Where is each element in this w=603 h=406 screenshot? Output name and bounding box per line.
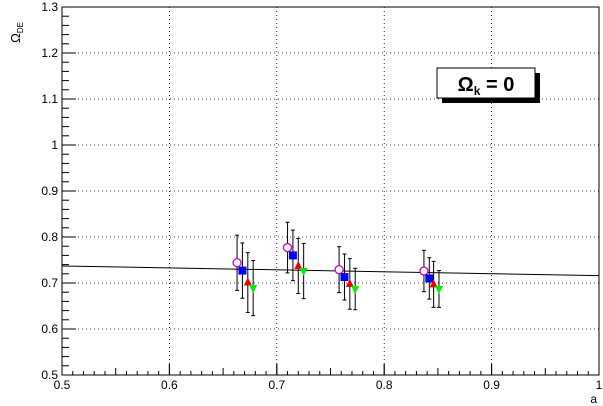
y-axis-label-symbol: Ω	[8, 33, 23, 43]
x-axis-label: a	[590, 392, 597, 406]
point-square	[425, 274, 434, 283]
point-triangle-up	[294, 260, 303, 269]
tick-labels: 0.5 0.6 0.7 0.8 0.9 1 0.5 0.6 0.7 0.8 0.9 1 1.1 1.2 1.…	[41, 0, 602, 392]
y-axis-label-subscript: DE	[16, 22, 25, 33]
point-triangle-down	[434, 285, 443, 294]
fit-line-group	[61, 265, 600, 277]
legend-label: Ωk = 0	[458, 74, 515, 98]
legend-value: = 0	[480, 74, 514, 96]
data-points	[232, 221, 443, 317]
y-tick-label: 0.6	[41, 322, 58, 336]
x-tick-label: 0.5	[54, 378, 71, 392]
x-tick-label: 1	[596, 378, 603, 392]
y-tick-label: 0.9	[41, 184, 58, 198]
point-open-circle	[334, 265, 344, 275]
x-tick-label: 0.9	[483, 378, 500, 392]
axis-ticks	[61, 6, 600, 376]
x-tick-label: 0.6	[161, 378, 178, 392]
point-square	[238, 266, 247, 275]
point-triangle-down	[249, 285, 258, 294]
fit-line	[61, 265, 600, 277]
point-open-circle	[419, 266, 429, 276]
point-open-circle	[232, 258, 242, 268]
y-tick-label: 1.2	[41, 46, 58, 60]
point-square	[340, 273, 349, 282]
y-tick-label: 0.7	[41, 276, 58, 290]
x-tick-label: 0.8	[376, 378, 393, 392]
point-square	[288, 251, 297, 260]
y-tick-label: 1.3	[41, 0, 58, 14]
point-triangle-up	[345, 278, 354, 287]
legend-box: Ωk = 0	[436, 67, 540, 103]
point-triangle-up	[243, 277, 252, 286]
y-tick-label: 1	[51, 138, 58, 152]
y-tick-label: 0.5	[41, 368, 58, 382]
point-triangle-down	[299, 268, 308, 277]
y-tick-label: 0.8	[41, 230, 58, 244]
grid-lines	[62, 7, 599, 375]
x-tick-label: 0.7	[268, 378, 285, 392]
y-tick-label: 1.1	[41, 92, 58, 106]
legend-subscript: k	[474, 84, 481, 98]
point-open-circle	[282, 242, 293, 253]
y-axis-label: ΩDE	[8, 22, 25, 43]
legend-omega: Ω	[458, 74, 474, 96]
legend-background	[436, 67, 536, 99]
point-triangle-up	[429, 279, 438, 288]
point-triangle-down	[351, 285, 360, 294]
